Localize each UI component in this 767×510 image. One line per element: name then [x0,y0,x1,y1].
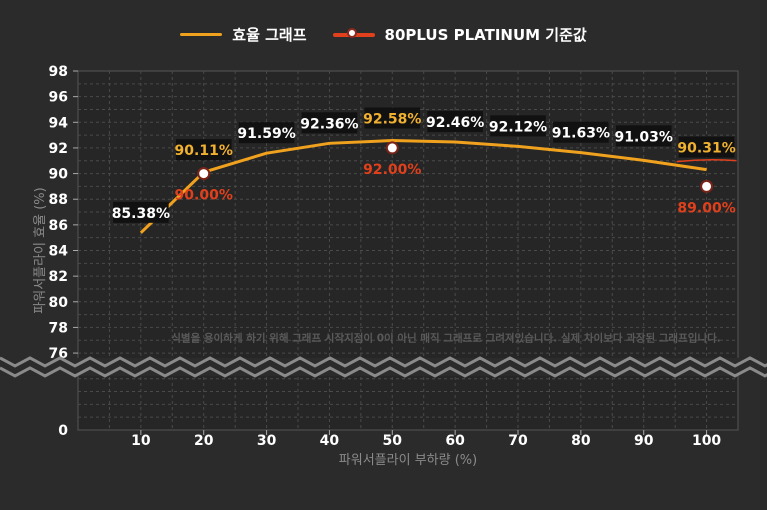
data-label-bg [175,139,232,161]
y-tick-label: 92 [49,141,68,157]
efficiency-data-label: 90.31% [677,141,735,157]
y-tick-label: 80 [49,295,69,311]
data-label-bg [490,115,546,137]
label-underline [676,159,737,163]
efficiency-data-label: 92.36% [300,116,358,132]
data-label-bg [553,121,609,143]
efficiency-line [139,138,707,234]
legend-label-platinum: 80PLUS PLATINUM 기준값 [384,26,587,44]
data-label-bg [301,112,358,134]
data-label-bg [364,107,421,129]
axis-break-zigzag-top [0,356,767,368]
data-label-bg [427,111,483,133]
data-label-bg [678,136,735,158]
y-tick-label: 0 [58,423,68,439]
x-tick-label: 50 [383,433,403,449]
axis-break-zigzag-bottom [0,366,767,378]
data-label-bg [615,125,672,147]
x-tick-label: 100 [692,433,721,449]
y-tick-label: 82 [49,269,68,285]
x-tick-label: 60 [445,433,465,449]
x-tick-label: 10 [131,433,151,449]
y-axis-label: 파워서플라이 효율 (%) [33,187,48,313]
platinum-data-label: 90.00% [175,188,233,204]
x-tick-label: 40 [320,433,340,449]
platinum-data-label: 89.00% [677,200,735,216]
x-tick-label: 30 [257,433,277,449]
efficiency-data-label: 91.63% [552,126,610,142]
x-tick-label: 20 [194,433,214,449]
y-tick-label: 86 [49,218,68,234]
platinum-marker-point [700,179,714,193]
efficiency-data-label: 92.58% [363,111,421,127]
chart-legend: 효율 그래프 80PLUS PLATINUM 기준값 [0,24,767,45]
data-label-bg [238,122,295,144]
y-tick-label: 90 [49,167,69,183]
x-axis-label: 파워서플라이 부하량 (%) [339,453,477,468]
x-tick-label: 90 [634,433,654,449]
legend-label-efficiency: 효율 그래프 [232,26,307,44]
legend-swatch-efficiency [180,33,223,36]
y-tick-label: 96 [49,90,68,106]
platinum-marker-point [385,141,399,155]
efficiency-data-label: 92.12% [489,119,547,135]
y-tick-label: 84 [49,244,69,260]
platinum-data-label: 92.00% [363,162,421,178]
y-tick-label: 98 [49,64,68,80]
efficiency-data-label: 91.59% [237,126,295,142]
y-tick-label: 94 [49,115,69,131]
y-tick-label: 78 [49,320,68,336]
efficiency-data-label: 92.46% [426,115,484,131]
y-tick-label: 88 [49,192,68,208]
x-tick-label: 80 [571,433,591,449]
efficiency-data-label: 90.11% [175,143,233,159]
platinum-marker-point [197,167,211,181]
legend-item-platinum: 80PLUS PLATINUM 기준값 [332,24,587,45]
chart-annotation: 식별을 용이하게 하기 위해 그래프 시작지점이 0이 아닌 매직 그래프로 그… [171,332,720,345]
legend-swatch-platinum [332,27,375,38]
data-label-bg [113,201,169,223]
legend-item-efficiency: 효율 그래프 [180,24,307,45]
efficiency-data-label: 85.38% [112,206,170,222]
x-tick-label: 70 [508,433,528,449]
efficiency-data-label: 91.03% [615,129,673,145]
